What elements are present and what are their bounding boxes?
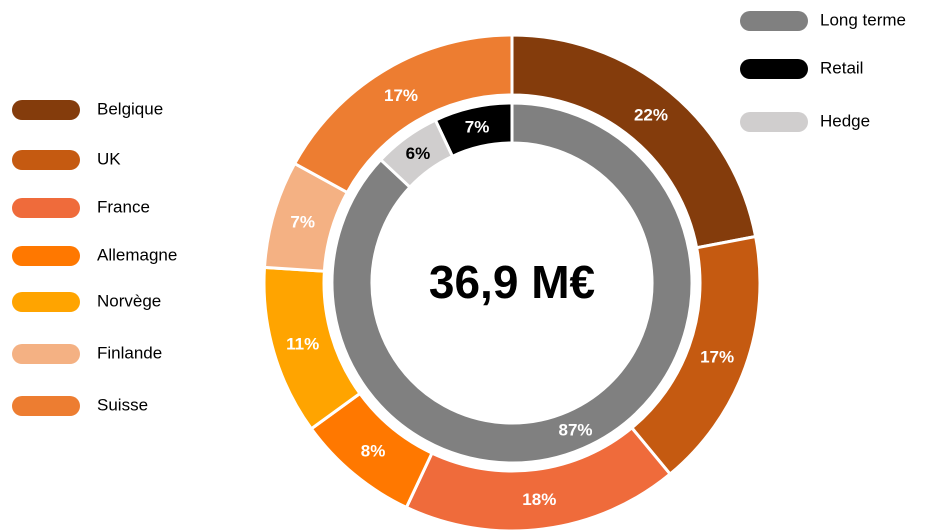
legend-swatch: [12, 292, 80, 312]
donut-slice: [433, 101, 514, 159]
legend-label: Belgique: [97, 99, 163, 118]
slice-label: 17%: [384, 86, 418, 105]
legend-swatch: [12, 198, 80, 218]
legend-label: Long terme: [820, 10, 906, 29]
legend-label: Suisse: [97, 395, 148, 414]
legend-swatch: [740, 11, 808, 31]
slice-label: 22%: [634, 106, 668, 125]
legend-swatch: [12, 246, 80, 266]
legend-swatch: [12, 150, 80, 170]
center-label: 36,9 M€: [429, 256, 595, 308]
legend-label: Allemagne: [97, 245, 177, 264]
slice-label: 8%: [361, 441, 386, 460]
slice-label: 11%: [286, 334, 319, 353]
legend-label: Retail: [820, 58, 863, 77]
slice-label: 7%: [290, 213, 315, 232]
slice-label: 6%: [406, 144, 431, 163]
slice-label: 87%: [559, 420, 593, 439]
legend-label: UK: [97, 149, 121, 168]
donut-slice: [330, 101, 694, 465]
legend-label: Finlande: [97, 343, 162, 362]
donut-slice: [378, 118, 455, 190]
slice-label: 7%: [465, 117, 490, 136]
donut-slice: [292, 33, 514, 195]
legend-swatch: [12, 100, 80, 120]
legend-label: Norvège: [97, 291, 161, 310]
legend-swatch: [12, 344, 80, 364]
legend-swatch: [12, 396, 80, 416]
legend-label: France: [97, 197, 150, 216]
legend-swatch: [740, 112, 808, 132]
slice-label: 18%: [522, 490, 556, 509]
legend-label: Hedge: [820, 111, 870, 130]
slice-label: 17%: [700, 347, 734, 366]
legend-swatch: [740, 59, 808, 79]
